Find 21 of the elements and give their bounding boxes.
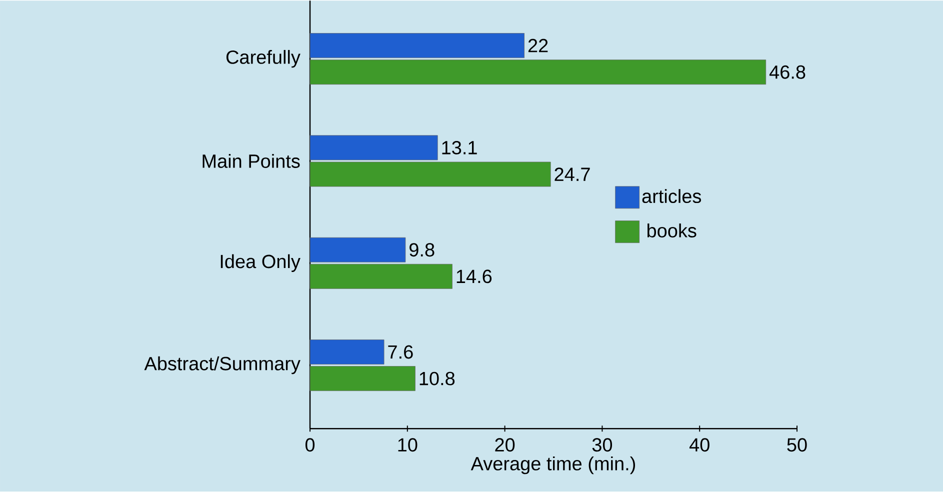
data-label: 46.8 (769, 66, 806, 80)
x-axis-title: Average time (min.) (470, 456, 636, 474)
x-tick-label: 0 (305, 438, 315, 452)
data-label: 13.1 (442, 141, 477, 155)
legend-label: books (647, 224, 696, 238)
data-label: 24.7 (554, 168, 590, 182)
x-tick-label: 10 (398, 438, 418, 452)
x-tick-label: 50 (787, 438, 807, 452)
y-tick-label: Main Points (202, 154, 300, 168)
data-label: 7.6 (388, 345, 413, 359)
y-tick-label: Carefully (226, 50, 300, 68)
y-tick-label: Abstract/Summary (144, 356, 300, 374)
x-tick-label: 40 (689, 438, 710, 452)
legend-label: articles (642, 189, 702, 204)
y-tick-label: Idea Only (220, 254, 300, 272)
data-label: 10.8 (420, 372, 455, 386)
data-label: 22 (528, 39, 548, 52)
x-tick-label: 20 (495, 438, 515, 452)
x-tick-label: 30 (592, 438, 612, 452)
data-label: 14.6 (456, 270, 492, 284)
data-label: 9.8 (410, 243, 434, 257)
